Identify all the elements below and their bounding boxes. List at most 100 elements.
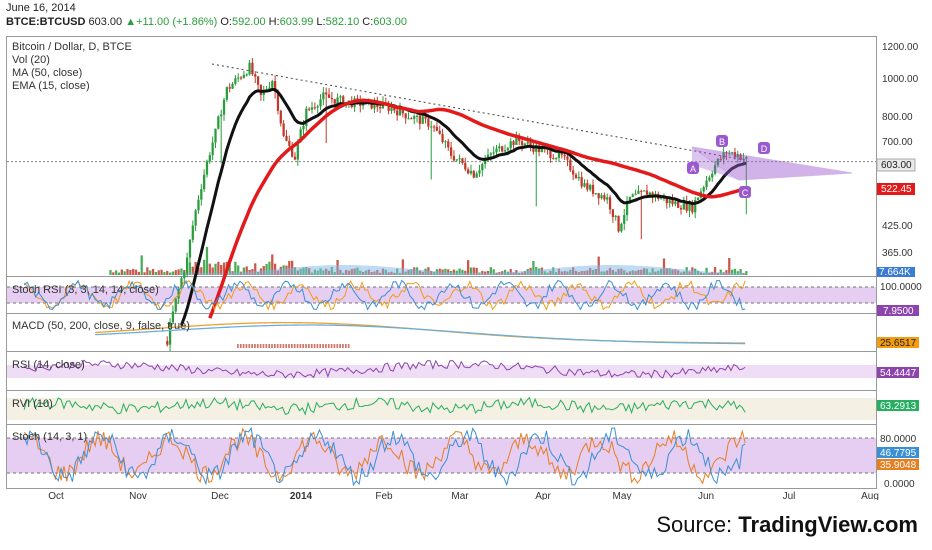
triangle-pattern-left bbox=[692, 147, 739, 180]
volume-bar bbox=[160, 269, 163, 275]
candle-body bbox=[356, 98, 359, 100]
candle-body bbox=[492, 152, 495, 154]
macd-histogram-bar bbox=[254, 344, 256, 348]
stoch-label: Stoch (14, 3, 1) bbox=[12, 431, 87, 443]
candle-body bbox=[452, 155, 456, 161]
candle-body bbox=[458, 158, 461, 160]
source-brand[interactable]: TradingView.com bbox=[738, 512, 918, 537]
candle-body bbox=[200, 189, 203, 200]
candle-body bbox=[736, 154, 739, 158]
macd-histogram-bar bbox=[327, 344, 330, 348]
candle-body bbox=[313, 107, 316, 109]
rsi-label: RSI (14, close) bbox=[12, 359, 85, 371]
triangle-pattern bbox=[691, 146, 853, 181]
volume-bar bbox=[112, 272, 115, 275]
high-value: 603.99 bbox=[279, 16, 314, 28]
macd-histogram-bar bbox=[305, 344, 307, 348]
candle-body bbox=[478, 170, 481, 174]
rvi-label: RVI (10) bbox=[12, 398, 53, 410]
rsi-tag-bg bbox=[877, 367, 919, 378]
volume-bar bbox=[120, 269, 123, 275]
candle-body bbox=[665, 197, 668, 204]
symbol-label[interactable]: BTCE:BTCUSD bbox=[6, 16, 86, 28]
candle-body bbox=[614, 215, 617, 217]
candle-body bbox=[660, 198, 663, 200]
candle-body bbox=[177, 288, 180, 299]
candle-body bbox=[572, 170, 575, 175]
time-tick: May bbox=[613, 491, 632, 500]
volume-bar bbox=[237, 265, 240, 275]
volume-bar bbox=[242, 267, 246, 275]
candle-body bbox=[469, 170, 473, 174]
candle-body bbox=[299, 129, 302, 143]
stoch-rsi-band bbox=[7, 287, 876, 303]
candle-body bbox=[484, 160, 487, 164]
candle-body bbox=[231, 83, 234, 89]
pattern-point-label: C bbox=[742, 188, 749, 198]
signal-line bbox=[95, 324, 746, 345]
candle-body bbox=[180, 278, 183, 289]
price-tick: 1000.00 bbox=[882, 74, 919, 85]
candle-body bbox=[722, 152, 725, 160]
candle-body bbox=[245, 74, 248, 76]
candle-body bbox=[415, 115, 419, 117]
last-price-tag: 603.00 bbox=[881, 160, 912, 171]
candle-body bbox=[523, 143, 527, 146]
volume-bar bbox=[157, 270, 160, 275]
time-tick: Apr bbox=[535, 491, 551, 500]
volume-bar bbox=[475, 267, 478, 275]
macd-histogram-bar bbox=[316, 344, 319, 348]
macd-histogram-bar bbox=[342, 344, 344, 348]
candle-body bbox=[435, 126, 439, 131]
time-tick: Dec bbox=[211, 491, 229, 500]
volume-bar bbox=[401, 259, 404, 275]
rsi-tag: 54.4447 bbox=[880, 368, 917, 379]
macd-histogram-bar bbox=[271, 344, 273, 348]
volume-bar bbox=[188, 262, 192, 275]
volume-bar bbox=[268, 261, 271, 275]
candle-body bbox=[327, 94, 331, 98]
macd-histogram-bar bbox=[333, 344, 336, 348]
macd-histogram-bar bbox=[347, 344, 350, 348]
volume-bar bbox=[719, 269, 722, 275]
candle-body bbox=[254, 74, 257, 77]
chart-title: Bitcoin / Dollar, D, BTCE bbox=[12, 41, 132, 53]
candle-body bbox=[563, 154, 566, 157]
macd-histogram-bar bbox=[242, 344, 245, 348]
candle-body bbox=[237, 77, 240, 79]
source-credit: Source: TradingView.com bbox=[656, 512, 918, 538]
volume-bar bbox=[151, 268, 155, 275]
macd-histogram-bar bbox=[256, 344, 259, 348]
vol-tag: 7.664K bbox=[879, 267, 911, 278]
candle-body bbox=[540, 147, 544, 152]
macd-histogram-bar bbox=[319, 344, 322, 348]
macd-histogram-bar bbox=[296, 344, 299, 348]
ma-line bbox=[208, 98, 747, 319]
macd-histogram-bar bbox=[239, 344, 242, 348]
candle-body bbox=[466, 169, 470, 174]
candle-body bbox=[430, 126, 433, 128]
volume-bar bbox=[180, 268, 183, 275]
macd-histogram-bar bbox=[322, 344, 324, 348]
volume-bar bbox=[208, 263, 211, 275]
candle-body bbox=[211, 142, 214, 156]
candle-body bbox=[501, 146, 504, 152]
candle-body bbox=[634, 193, 637, 195]
candle-body bbox=[515, 135, 518, 145]
candle-body bbox=[404, 113, 407, 119]
candle-body bbox=[475, 173, 478, 178]
low-label: L: bbox=[316, 16, 326, 28]
macd-tag: 25.6517 bbox=[880, 338, 917, 349]
price-change: +11.00 (+1.86%) bbox=[136, 16, 218, 28]
volume-bar bbox=[234, 261, 237, 275]
volume-bar bbox=[143, 272, 146, 275]
ema-line bbox=[180, 87, 747, 326]
candle-body bbox=[461, 158, 464, 163]
rvi-line bbox=[23, 396, 746, 416]
candle-body bbox=[554, 157, 558, 159]
ma-legend: MA (50, close) bbox=[12, 67, 82, 79]
time-tick: Nov bbox=[129, 491, 147, 500]
trend-line bbox=[211, 63, 746, 161]
volume-bar bbox=[203, 259, 206, 275]
